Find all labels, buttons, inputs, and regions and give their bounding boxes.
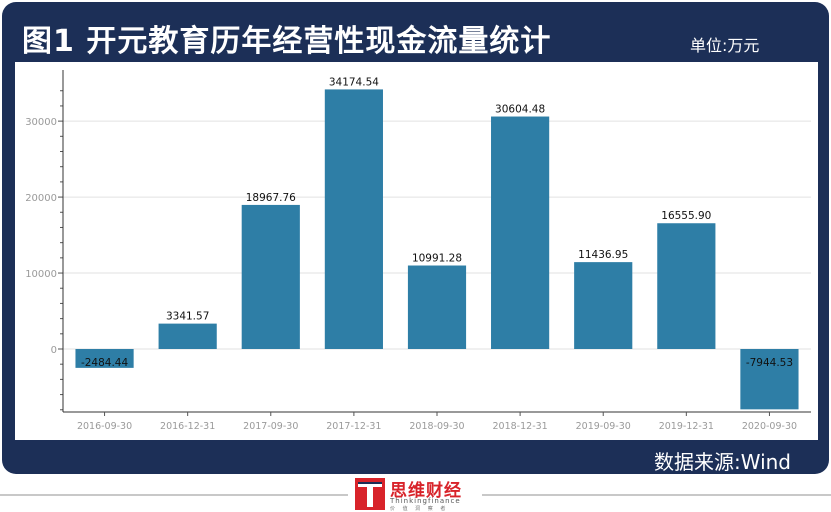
chart-frame: 图1 开元教育历年经营性现金流量统计 单位:万元 0 10000 20000 3000… [2, 2, 829, 474]
data-label: 16555.90 [661, 210, 711, 222]
bar [740, 349, 799, 410]
data-source: 数据来源:Wind [654, 450, 792, 474]
unit-label: 单位:万元 [690, 36, 760, 55]
bar [75, 349, 134, 368]
logo-motto: 价 值 洞 察 者 [390, 506, 449, 512]
bar [657, 223, 716, 349]
data-label: 34174.54 [329, 76, 379, 88]
logo-subtitle: Thinkingfinance [390, 497, 461, 505]
logo-icon [355, 478, 385, 510]
data-label: 3341.57 [166, 311, 209, 323]
bar [407, 265, 467, 349]
bar [491, 116, 550, 349]
bar [574, 262, 633, 349]
data-label: -7944.53 [746, 357, 793, 369]
bar [158, 323, 217, 349]
x-tick-label: 2019-12-31 [659, 421, 714, 432]
x-tick-label: 2019-09-30 [576, 421, 631, 432]
data-label: 11436.95 [578, 249, 628, 261]
bar-chart: 0 10000 20000 30000 -2484.44 3341.57 18967.76… [25, 70, 811, 432]
x-tick-label: 2020-09-30 [742, 421, 797, 432]
x-tick-label: 2017-09-30 [243, 421, 298, 432]
data-label: 30604.48 [495, 104, 545, 116]
x-tick-label: 2018-09-30 [409, 421, 464, 432]
bar [241, 204, 300, 349]
x-tick-label: 2018-12-31 [493, 421, 548, 432]
x-axis: 2016-09-30 2016-12-31 2017-09-30 2017-12-31… [77, 412, 797, 432]
footer-rule-right [482, 494, 831, 496]
x-tick-label: 2017-12-31 [326, 421, 381, 432]
y-tick-label: 10000 [25, 269, 57, 280]
footer-rule-left [0, 494, 348, 496]
chart-title: 图1 开元教育历年经营性现金流量统计 [22, 24, 552, 59]
x-tick-label: 2016-09-30 [77, 421, 132, 432]
plot-panel: 0 10000 20000 30000 -2484.44 3341.57 18967.76… [15, 62, 818, 440]
bars [75, 89, 799, 410]
data-label: 18967.76 [246, 192, 296, 204]
x-tick-label: 2016-12-31 [160, 421, 215, 432]
bar [324, 89, 383, 350]
y-tick-label: 30000 [25, 117, 57, 128]
logo-text: 思维财经 [390, 481, 462, 501]
data-label: -2484.44 [81, 357, 129, 369]
data-labels: -2484.44 3341.57 18967.76 34174.54 10991.28 3… [81, 76, 793, 369]
y-tick-label: 20000 [25, 193, 57, 204]
data-label: 10991.28 [412, 253, 462, 265]
y-tick-label: 0 [51, 345, 57, 356]
